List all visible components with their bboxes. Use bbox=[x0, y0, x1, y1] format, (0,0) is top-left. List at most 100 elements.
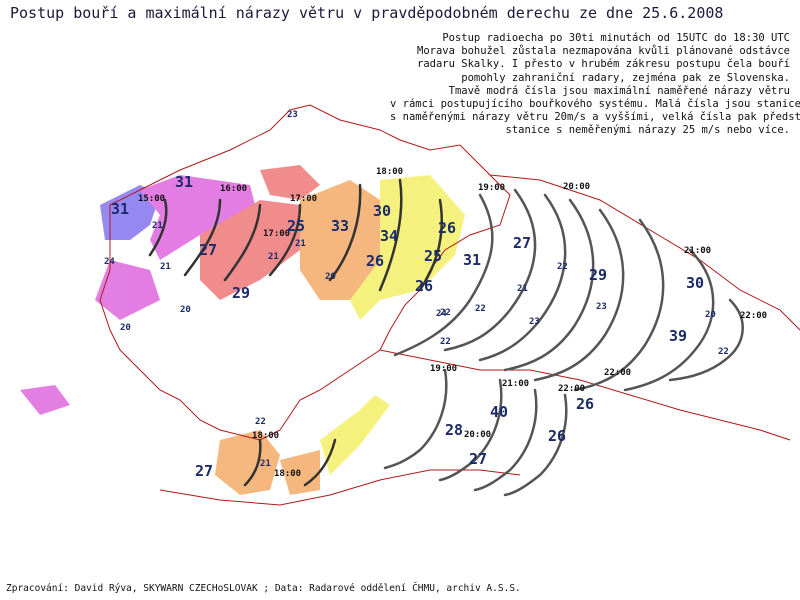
country-border bbox=[159, 469, 521, 506]
gust-large: 28 bbox=[445, 421, 463, 439]
radar-echo-magenta bbox=[95, 260, 160, 320]
front-line bbox=[303, 438, 337, 487]
gust-large: 39 bbox=[669, 327, 687, 345]
gust-large: 27 bbox=[469, 450, 487, 468]
time-label: 22:00 bbox=[604, 368, 631, 378]
radar-echoes bbox=[20, 165, 465, 495]
map-title: Postup bouří a maximální nárazy větru v … bbox=[10, 4, 724, 22]
front-line bbox=[243, 438, 262, 487]
radar-echo-violet bbox=[100, 185, 160, 240]
gust-large: 31 bbox=[175, 173, 193, 191]
gust-small: 22 bbox=[557, 262, 568, 272]
front-line bbox=[393, 193, 494, 357]
gust-small: 23 bbox=[596, 302, 607, 312]
time-label: 18:00 bbox=[376, 167, 403, 177]
storm-fronts bbox=[383, 188, 744, 497]
gust-large: 40 bbox=[490, 403, 508, 421]
time-label: 16:00 bbox=[220, 184, 247, 194]
gust-large: 31 bbox=[111, 200, 129, 218]
front-line bbox=[473, 388, 538, 492]
note-line: pomohly zahraniční radary, zejména pak z… bbox=[461, 71, 790, 84]
gust-large: 27 bbox=[199, 241, 217, 259]
gust-large: 26 bbox=[415, 277, 433, 295]
gust-large: 31 bbox=[463, 251, 481, 269]
time-label: 19:00 bbox=[478, 183, 505, 193]
radar-echo-yellow bbox=[350, 175, 465, 320]
front-line bbox=[268, 203, 302, 277]
radar-echo-orange bbox=[280, 450, 320, 495]
time-label: 22:00 bbox=[558, 384, 585, 394]
gust-small: 20 bbox=[325, 272, 336, 282]
gust-large: 30 bbox=[373, 202, 391, 220]
time-label: 18:00 bbox=[252, 431, 279, 441]
note-line: radaru Skalky. I přesto v hrubém zákresu… bbox=[417, 58, 790, 71]
front-line bbox=[438, 378, 503, 482]
time-label: 22:00 bbox=[740, 311, 767, 321]
gust-small: 22 bbox=[440, 337, 451, 347]
front-line bbox=[148, 198, 168, 257]
front-line bbox=[533, 208, 625, 382]
radar-echo-pink bbox=[260, 165, 320, 200]
gust-large: 29 bbox=[232, 284, 250, 302]
radar-echo-pink bbox=[200, 200, 300, 300]
radar-echo-magenta bbox=[20, 385, 70, 415]
country-border bbox=[379, 349, 791, 441]
gust-small: 21 bbox=[260, 459, 271, 469]
time-label: 17:00 bbox=[263, 229, 290, 239]
gust-large: 26 bbox=[438, 219, 456, 237]
gust-small: 21 bbox=[295, 239, 306, 249]
gust-small: 24 bbox=[104, 257, 115, 267]
front-line bbox=[503, 393, 568, 497]
note-line: Tmavě modrá čísla jsou maximální naměřen… bbox=[448, 84, 790, 97]
gust-large: 29 bbox=[589, 266, 607, 284]
gust-small: 21 bbox=[268, 252, 279, 262]
gust-small: 20 bbox=[180, 305, 191, 315]
front-line bbox=[328, 183, 362, 282]
gust-small: 23 bbox=[529, 317, 540, 327]
credit-line: Zpracování: David Rýva, SKYWARN CZECHoSL… bbox=[6, 583, 521, 594]
front-line bbox=[668, 298, 744, 382]
front-line bbox=[503, 198, 595, 372]
time-label: 21:00 bbox=[502, 379, 529, 389]
gust-small: 23 bbox=[287, 110, 298, 120]
note-line: s naměřenými nárazy větru 20m/s a vyšším… bbox=[390, 111, 800, 124]
gust-large: 27 bbox=[195, 462, 213, 480]
front-line bbox=[418, 198, 444, 292]
front-line bbox=[183, 198, 222, 277]
front-line bbox=[223, 203, 262, 282]
time-label: 20:00 bbox=[464, 430, 491, 440]
note-line: Postup radioecha po 30ti minutách od 15U… bbox=[442, 32, 790, 44]
front-line bbox=[573, 218, 665, 392]
gust-small: 24 bbox=[436, 309, 447, 319]
front-line bbox=[378, 178, 403, 292]
country-border bbox=[99, 104, 511, 441]
time-label: 17:00 bbox=[290, 194, 317, 204]
time-label: 19:00 bbox=[430, 364, 457, 374]
gust-small: 21 bbox=[152, 221, 163, 231]
gust-large: 25 bbox=[424, 247, 442, 265]
gust-small: 22 bbox=[475, 304, 486, 314]
front-line bbox=[478, 193, 567, 362]
gust-large: 34 bbox=[380, 227, 398, 245]
gust-small: 22 bbox=[255, 417, 266, 427]
gust-large: 27 bbox=[513, 234, 531, 252]
gust-small: 21 bbox=[160, 262, 171, 272]
gust-small: 21 bbox=[517, 284, 528, 294]
gust-small: 20 bbox=[705, 310, 716, 320]
note-line: Morava bohužel zůstala nezmapována kvůli… bbox=[417, 45, 790, 58]
gust-large: 26 bbox=[366, 252, 384, 270]
radar-echo-yellow bbox=[320, 395, 390, 475]
country-border bbox=[489, 174, 800, 331]
note-line: v rámci postupujícího bouřkového systému… bbox=[390, 98, 800, 111]
gust-small: 22 bbox=[440, 308, 451, 318]
radar-echo-magenta bbox=[140, 175, 255, 260]
gust-small: 22 bbox=[718, 347, 729, 357]
time-label: 18:00 bbox=[274, 469, 301, 479]
time-label: 20:00 bbox=[563, 182, 590, 192]
gust-large: 26 bbox=[548, 427, 566, 445]
gust-large: 33 bbox=[331, 217, 349, 235]
front-line bbox=[383, 368, 448, 470]
